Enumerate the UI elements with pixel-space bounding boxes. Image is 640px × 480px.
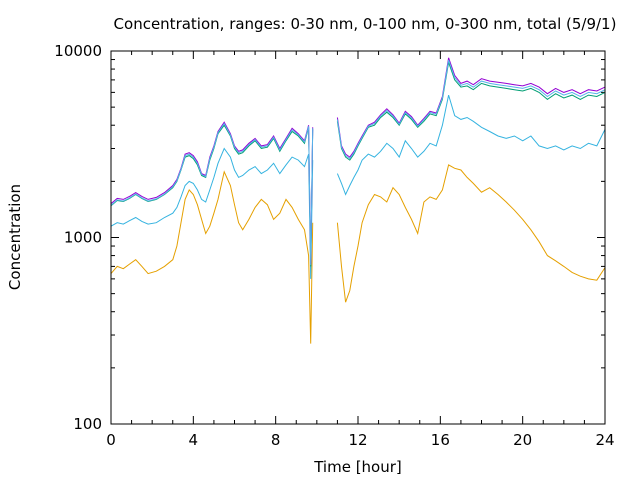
x-tick-label: 4	[189, 431, 199, 449]
x-tick-label: 20	[513, 431, 532, 449]
series-line-3	[110, 62, 606, 267]
x-tick-label: 12	[348, 431, 367, 449]
data-series-group	[110, 57, 606, 344]
x-tick-label: 0	[106, 431, 116, 449]
x-axis-label: Time [hour]	[313, 458, 402, 476]
series-line-1	[110, 164, 606, 344]
x-tick-label: 8	[271, 431, 281, 449]
y-tick-label: 100	[73, 415, 102, 433]
y-tick-label: 10000	[54, 42, 102, 60]
x-tick-label: 24	[595, 431, 614, 449]
y-axis-label: Concentration	[6, 184, 24, 290]
axis-ticks: 0 4 8 12 16 20 24 100 1000 10000	[54, 42, 614, 449]
plot-frame	[110, 50, 606, 425]
x-tick-label: 16	[431, 431, 450, 449]
y-tick-label: 1000	[64, 229, 102, 247]
series-line-2	[110, 94, 606, 279]
series-line-5	[110, 59, 606, 266]
chart-title: Concentration, ranges: 0-30 nm, 0-100 nm…	[114, 15, 617, 33]
